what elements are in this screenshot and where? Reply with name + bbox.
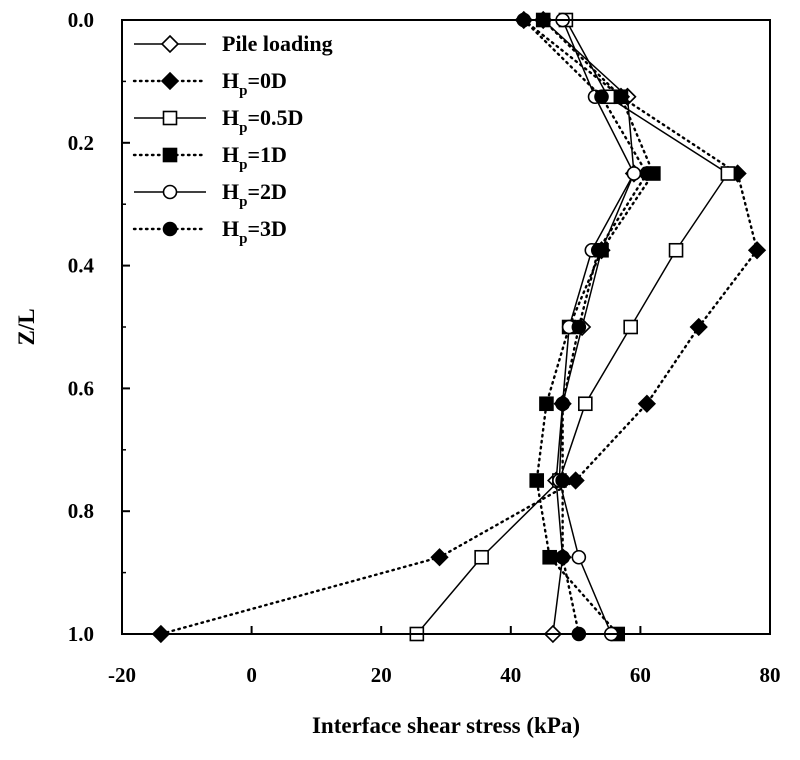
legend-label-rest: =3D (247, 216, 286, 241)
legend-marker (162, 221, 178, 237)
legend-item-pile-loading: Pile loading (134, 31, 333, 56)
legend-item-hp-0d: Hp=0D (132, 68, 287, 99)
axis-ticks: -20 0 20 40 60 80 0.0 0.2 0.4 0.6 0.8 1.0 (68, 8, 781, 687)
legend-label-main: Pile loading (222, 31, 333, 56)
data-point-hp-0-5d (668, 242, 684, 258)
legend-label: Pile loading (222, 31, 333, 56)
data-point-hp-3d (594, 89, 609, 105)
data-point-hp-2d (626, 166, 642, 181)
data-point-hp-0-5d (578, 396, 593, 412)
legend-item-hp-3d: Hp=3D (132, 216, 287, 247)
legend-label: Hp=0D (222, 68, 287, 99)
data-point-hp-0d (747, 241, 767, 260)
y-tick-label: 1.0 (68, 622, 94, 646)
legend-label-main: H (222, 216, 239, 241)
x-tick-label: 80 (760, 663, 781, 687)
legend-marker (162, 147, 178, 163)
data-series-layer (151, 10, 767, 644)
data-point-hp-0d (430, 548, 449, 567)
data-point-hp-3d (555, 396, 570, 412)
data-point-hp-0d (637, 394, 657, 413)
legend-label: Hp=3D (222, 216, 287, 247)
data-point-hp-1d (613, 89, 629, 105)
legend-marker (162, 110, 178, 126)
legend-label-main: H (222, 179, 239, 204)
legend-marker (162, 184, 178, 200)
legend-label-sub: p (239, 194, 247, 210)
legend-item-hp-2d: Hp=2D (134, 179, 287, 210)
legend-label-main: H (222, 68, 239, 93)
data-point-hp-3d (571, 319, 587, 335)
legend-label-sub: p (239, 83, 247, 99)
legend-label-sub: p (239, 120, 247, 136)
legend-item-hp-0-5d: Hp=0.5D (134, 105, 303, 136)
y-axis-title: Z/L (14, 308, 39, 345)
y-tick-label: 0.2 (68, 131, 94, 155)
y-tick-label: 0.6 (68, 376, 94, 400)
legend-label-rest: =2D (247, 179, 286, 204)
legend-label-sub: p (239, 157, 247, 173)
x-tick-label: -20 (108, 663, 136, 687)
x-axis-title: Interface shear stress (kPa) (312, 713, 580, 738)
legend-label: Hp=2D (222, 179, 287, 210)
series-hp-1d (529, 12, 661, 642)
legend-label-rest: =0D (247, 68, 286, 93)
y-tick-label: 0.8 (68, 499, 94, 523)
legend-label-rest: =1D (247, 142, 286, 167)
data-point-hp-0d (689, 317, 708, 337)
legend-label: Hp=1D (222, 142, 287, 173)
data-point-hp-0-5d (474, 549, 489, 565)
data-point-hp-3d (639, 166, 655, 181)
data-point-hp-3d (590, 242, 606, 258)
data-point-hp-2d (571, 549, 587, 565)
data-point-hp-3d (555, 549, 570, 565)
legend-marker (160, 71, 180, 91)
x-tick-label: 60 (630, 663, 651, 687)
legend-item-hp-1d: Hp=1D (132, 142, 287, 173)
y-tick-label: 0.0 (68, 8, 94, 32)
data-point-hp-1d (542, 549, 557, 565)
legend-label-main: H (222, 142, 239, 167)
x-tick-label: 40 (500, 663, 521, 687)
data-point-hp-0-5d (623, 319, 638, 335)
data-point-hp-3d (555, 473, 570, 488)
legend-label-main: H (222, 105, 239, 130)
y-tick-label: 0.4 (68, 254, 95, 278)
x-tick-label: 20 (371, 663, 392, 687)
legend-label-sub: p (239, 231, 247, 247)
data-point-hp-1d (529, 473, 545, 488)
plot-frame (121, 19, 771, 635)
legend-marker (160, 34, 180, 54)
data-point-hp-0-5d (720, 166, 736, 181)
data-point-hp-1d (539, 396, 554, 412)
legend-label: Hp=0.5D (222, 105, 303, 136)
series-hp-0d (151, 10, 767, 644)
data-point-hp-0d (566, 471, 585, 490)
legend-label-rest: =0.5D (247, 105, 303, 130)
x-tick-label: 0 (246, 663, 257, 687)
